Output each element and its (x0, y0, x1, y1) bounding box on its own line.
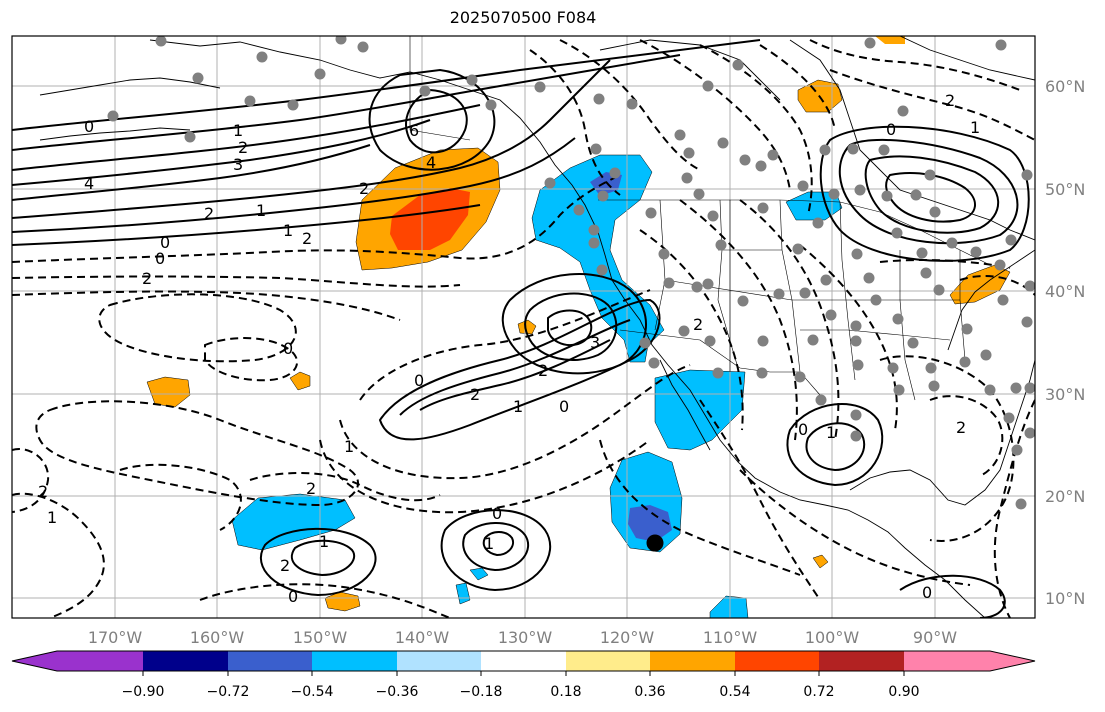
contour-label: 1 (970, 118, 980, 137)
contour-label: 0 (559, 397, 569, 416)
contour-label: 2 (538, 361, 548, 380)
contour-label: 2 (142, 269, 152, 288)
lon-label-150w: 150°W (293, 628, 348, 647)
lat-label-20n: 20°N (1045, 487, 1085, 506)
contours-solid (12, 39, 1030, 618)
lon-label-130w: 130°W (498, 628, 553, 647)
location-marker (646, 534, 664, 552)
colorbar-tick: −0.18 (460, 684, 503, 700)
shade-negative-baja (654, 369, 746, 451)
colorbar-segment-3 (312, 651, 397, 671)
contour-label: 2 (302, 229, 312, 248)
contour-label: 2 (693, 315, 703, 334)
contour-label: 2 (470, 385, 480, 404)
lon-label-110w: 110°W (703, 628, 758, 647)
contour-labels: 0 1 2 3 4 6 2 1 0 2 2 1 0 2 3 4 2 1 0 2 … (38, 91, 980, 606)
station-dots (107, 36, 1035, 510)
contour-label: 1 (283, 221, 293, 240)
shade-negative-small1 (469, 567, 489, 581)
colorbar-segment-1 (143, 651, 228, 671)
lon-label-120w: 120°W (600, 628, 655, 647)
colorbar-tick: −0.36 (376, 684, 419, 700)
colorbar-segment-2 (228, 651, 312, 671)
lon-label-170w: 170°W (88, 628, 143, 647)
colorbar-segment-6 (566, 651, 650, 671)
lon-label-160w: 160°W (190, 628, 245, 647)
map-title: 2025070500 F084 (449, 8, 597, 27)
contour-label: 0 (155, 249, 165, 268)
shade-negative-small3 (709, 595, 749, 618)
contour-label: 4 (426, 153, 436, 172)
contours-dashed (12, 39, 1035, 618)
lon-label-140w: 140°W (395, 628, 450, 647)
contour-label: 1 (47, 508, 57, 527)
contour-label: 1 (826, 423, 836, 442)
contour-label: 2 (956, 418, 966, 437)
contour-label: 0 (922, 583, 932, 602)
colorbar-tick: −0.90 (122, 684, 165, 700)
contour-label: 0 (886, 120, 896, 139)
contour-label: 6 (409, 121, 419, 140)
colorbar-tick: 0.36 (634, 684, 665, 700)
contour-label: 2 (280, 556, 290, 575)
contour-label: 1 (344, 437, 354, 456)
contour-label: 3 (233, 155, 243, 174)
lon-label-100w: 100°W (805, 628, 860, 647)
contour-label: 2 (306, 479, 316, 498)
lat-label-50n: 50°N (1045, 180, 1085, 199)
colorbar-segment-0 (12, 651, 143, 671)
contour-label: 0 (84, 117, 94, 136)
longitude-labels: 170°W 160°W 150°W 140°W 130°W 120°W 110°… (88, 628, 957, 647)
contour-label: 0 (283, 339, 293, 358)
shade-strong-positive (390, 188, 470, 250)
colorbar-tick: −0.54 (291, 684, 334, 700)
shade-negative-coast (531, 154, 665, 363)
colorbar-segment-7 (650, 651, 735, 671)
contour-label: 0 (160, 233, 170, 252)
shade-positive-small2 (289, 371, 311, 391)
contour-label: 0 (414, 371, 424, 390)
contour-label: 2 (38, 482, 48, 501)
colorbar-tick: 0.90 (888, 684, 919, 700)
colorbar-segment-9 (819, 651, 904, 671)
colorbar: −0.90 −0.72 −0.54 −0.36 −0.18 0.18 0.36 … (11, 650, 1036, 700)
contour-label: 3 (590, 333, 600, 352)
shade-positive-small5 (812, 554, 829, 569)
colorbar-segment-5 (481, 651, 566, 671)
colorbar-tick: 0.72 (803, 684, 834, 700)
shade-negative-mexico-core (628, 505, 672, 542)
colorbar-tick: 0.54 (719, 684, 750, 700)
colorbar-segment-4 (397, 651, 481, 671)
shade-positive-north (875, 36, 905, 44)
colorbar-outline (11, 650, 1036, 672)
map-content: 0 1 2 3 4 6 2 1 0 2 2 1 0 2 3 4 2 1 0 2 … (12, 36, 1035, 618)
colorbar-segment-8 (735, 651, 819, 671)
contour-label: 2 (945, 91, 955, 110)
shade-positive-east (949, 264, 1011, 305)
contour-label: 4 (84, 174, 94, 193)
lat-label-30n: 30°N (1045, 385, 1085, 404)
lon-label-90w: 90°W (913, 628, 957, 647)
contour-label: 1 (484, 534, 494, 553)
contour-label: 1 (513, 397, 523, 416)
contour-label: 0 (492, 504, 502, 523)
contour-label: 0 (798, 420, 808, 439)
lat-label-60n: 60°N (1045, 77, 1085, 96)
colorbar-tick: 0.18 (550, 684, 581, 700)
lat-label-10n: 10°N (1045, 589, 1085, 608)
colorbar-tick: −0.72 (207, 684, 250, 700)
contour-label: 1 (319, 532, 329, 551)
contour-label: 1 (233, 121, 243, 140)
contour-label: 2 (359, 179, 369, 198)
lat-label-40n: 40°N (1045, 282, 1085, 301)
contour-label: 2 (204, 204, 214, 223)
contour-label: 1 (256, 201, 266, 220)
latitude-labels: 60°N 50°N 40°N 30°N 20°N 10°N (1045, 77, 1085, 608)
contour-label: 2 (238, 138, 248, 157)
colorbar-segment-10 (904, 651, 1035, 671)
contour-label: 0 (288, 587, 298, 606)
map-frame (11, 35, 1036, 619)
